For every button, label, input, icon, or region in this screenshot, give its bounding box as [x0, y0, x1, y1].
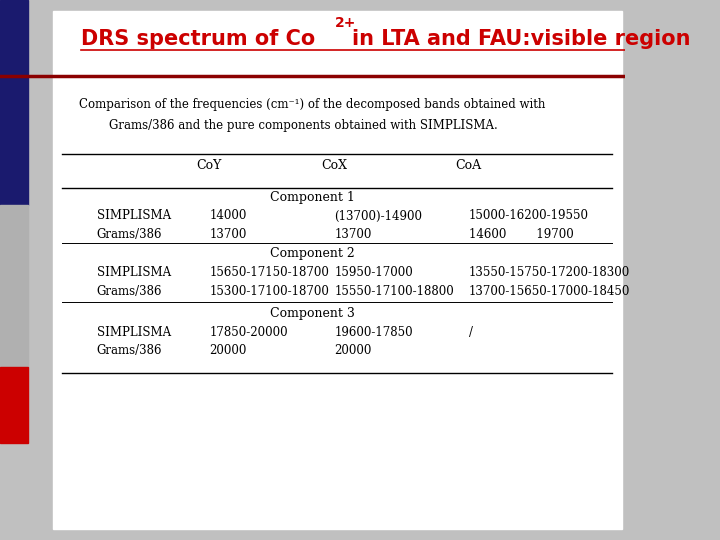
Text: 20000: 20000 — [210, 345, 247, 357]
Text: Grams/386: Grams/386 — [97, 285, 162, 298]
Text: CoX: CoX — [321, 159, 347, 172]
Text: CoY: CoY — [197, 159, 222, 172]
Text: 15000-16200-19550: 15000-16200-19550 — [469, 210, 588, 222]
Text: 20000: 20000 — [334, 345, 372, 357]
Text: 2+: 2+ — [335, 16, 356, 30]
Text: 15950-17000: 15950-17000 — [334, 266, 413, 279]
Text: 13700-15650-17000-18450: 13700-15650-17000-18450 — [469, 285, 630, 298]
Text: Component 2: Component 2 — [270, 247, 355, 260]
Text: 14600        19700: 14600 19700 — [469, 228, 573, 241]
Text: Grams/386 and the pure components obtained with SIMPLISMA.: Grams/386 and the pure components obtain… — [109, 119, 498, 132]
Text: 15550-17100-18800: 15550-17100-18800 — [334, 285, 454, 298]
Text: Component 3: Component 3 — [270, 307, 355, 320]
Text: Grams/386: Grams/386 — [97, 345, 162, 357]
Text: DRS spectrum of Co: DRS spectrum of Co — [81, 29, 315, 49]
Text: 13700: 13700 — [334, 228, 372, 241]
Text: SIMPLISMA: SIMPLISMA — [97, 266, 171, 279]
Text: 13550-15750-17200-18300: 13550-15750-17200-18300 — [469, 266, 630, 279]
Text: Grams/386: Grams/386 — [97, 228, 162, 241]
Text: /: / — [469, 326, 472, 339]
Text: Comparison of the frequencies (cm⁻¹) of the decomposed bands obtained with: Comparison of the frequencies (cm⁻¹) of … — [79, 98, 546, 111]
Bar — [0, 367, 28, 443]
Text: Component 1: Component 1 — [270, 191, 355, 204]
Bar — [0, 205, 28, 367]
Text: 15650-17150-18700: 15650-17150-18700 — [210, 266, 329, 279]
Text: CoA: CoA — [456, 159, 482, 172]
Text: SIMPLISMA: SIMPLISMA — [97, 210, 171, 222]
Text: (13700)-14900: (13700)-14900 — [334, 210, 422, 222]
Text: 19600-17850: 19600-17850 — [334, 326, 413, 339]
Text: 15300-17100-18700: 15300-17100-18700 — [210, 285, 329, 298]
Text: in LTA and FAU:visible region: in LTA and FAU:visible region — [352, 29, 691, 49]
Text: 17850-20000: 17850-20000 — [210, 326, 288, 339]
Text: SIMPLISMA: SIMPLISMA — [97, 326, 171, 339]
Text: 13700: 13700 — [210, 228, 247, 241]
Bar — [0, 0, 28, 205]
Text: 14000: 14000 — [210, 210, 247, 222]
